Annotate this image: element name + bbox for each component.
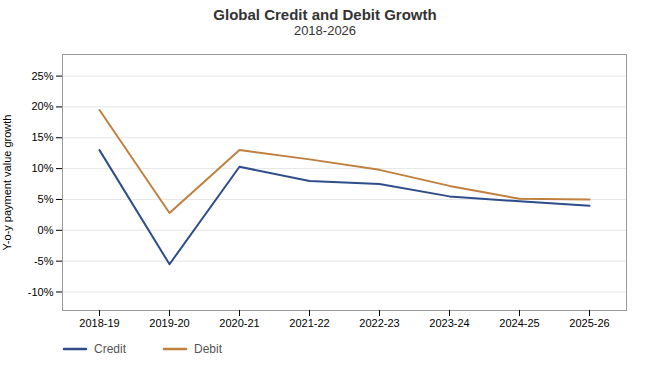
svg-text:25%: 25% xyxy=(31,70,53,82)
svg-text:-5%: -5% xyxy=(34,255,54,267)
html-text:Credit: Credit xyxy=(94,342,126,356)
svg-text:15%: 15% xyxy=(31,131,53,143)
svg-text:2020-21: 2020-21 xyxy=(219,317,259,329)
svg-text:5%: 5% xyxy=(38,193,54,205)
svg-text:2024-25: 2024-25 xyxy=(499,317,539,329)
svg-text:-10%: -10% xyxy=(28,286,54,298)
svg-text:2025-26: 2025-26 xyxy=(569,317,609,329)
svg-text:20%: 20% xyxy=(31,100,53,112)
svg-text:Y-o-y payment value growth: Y-o-y payment value growth xyxy=(1,115,13,251)
html-text:Debit: Debit xyxy=(194,342,222,356)
svg-text:2022-23: 2022-23 xyxy=(359,317,399,329)
svg-text:0%: 0% xyxy=(38,224,54,236)
svg-text:2021-22: 2021-22 xyxy=(289,317,329,329)
svg-text:2019-20: 2019-20 xyxy=(149,317,189,329)
html-text:2018-2026: 2018-2026 xyxy=(293,23,357,38)
svg-text:2023-24: 2023-24 xyxy=(429,317,469,329)
svg-text:2018-19: 2018-19 xyxy=(79,317,119,329)
html-text:Global Credit and Debit Growth: Global Credit and Debit Growth xyxy=(213,6,437,23)
svg-text:10%: 10% xyxy=(31,162,53,174)
